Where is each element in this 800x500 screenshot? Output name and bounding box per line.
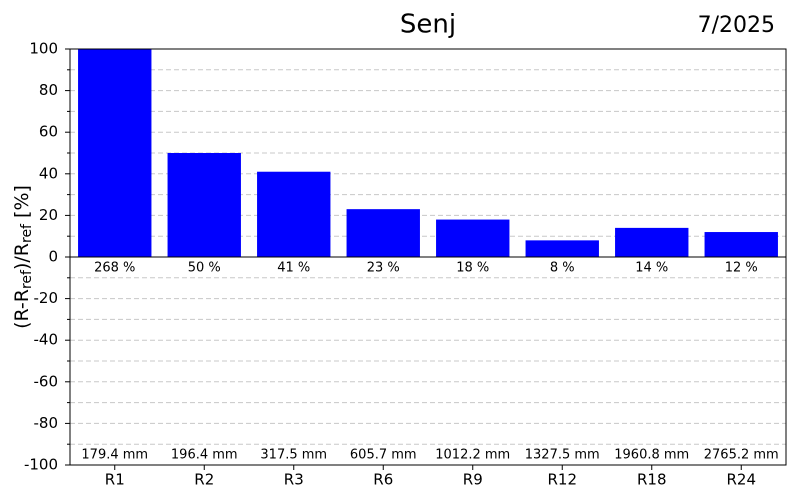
reference-label: 1960.8 mm [614, 448, 689, 463]
chart-title: Senj [400, 10, 456, 40]
y-tick-label: -40 [34, 331, 59, 349]
y-tick-label: -80 [34, 414, 59, 432]
x-tick-label: R6 [373, 471, 393, 489]
foreground: -100 -80 -60 -40 -20 0 20 40 60 80 100 R1 268 % 179.4… [24, 40, 787, 489]
value-label: 50 % [188, 261, 221, 276]
y-tick-label: -60 [34, 372, 59, 390]
value-label: 18 % [456, 261, 489, 276]
bar [436, 219, 510, 257]
y-tick-label: 20 [39, 206, 58, 224]
value-label: 12 % [725, 261, 758, 276]
reference-label: 196.4 mm [171, 448, 238, 463]
reference-label: 317.5 mm [260, 448, 327, 463]
x-tick-label: R9 [463, 471, 483, 489]
x-tick-label: R12 [547, 471, 577, 489]
reference-label: 179.4 mm [81, 448, 148, 463]
value-label: 8 % [550, 261, 575, 276]
y-label-part: [%] [11, 185, 33, 224]
y-tick-label: 0 [48, 248, 58, 266]
x-tick-label: R3 [284, 471, 304, 489]
y-label-sub: ref [19, 223, 35, 243]
reference-label: 2765.2 mm [704, 448, 779, 463]
bar [704, 232, 778, 257]
bar [346, 209, 420, 257]
y-tick-label: 40 [39, 164, 58, 182]
bar [167, 153, 241, 257]
bar [615, 227, 689, 257]
bar [525, 240, 599, 257]
value-label: 268 % [94, 261, 135, 276]
y-tick-label: 80 [39, 81, 58, 99]
bars [78, 49, 778, 257]
value-label: 41 % [277, 261, 310, 276]
y-label-sub: ref [19, 269, 35, 289]
plot-frame [69, 48, 787, 466]
y-label-part: (R-R [11, 289, 33, 329]
reference-label: 605.7 mm [350, 448, 417, 463]
y-tick-label: -100 [24, 456, 58, 474]
y-tick-label: 100 [29, 40, 58, 58]
y-tick-label: 60 [39, 123, 58, 141]
value-label: 23 % [367, 261, 400, 276]
x-tick-label: R18 [637, 471, 667, 489]
y-axis-label: (R-Rref)/Rref [%] [11, 185, 36, 329]
bar [257, 171, 331, 257]
bar [78, 49, 152, 257]
y-label-part: )/R [11, 243, 33, 270]
x-tick-label: R1 [105, 471, 125, 489]
y-tick-label: -20 [34, 289, 59, 307]
x-tick-label: R2 [194, 471, 214, 489]
grid [70, 48, 786, 466]
reference-label: 1012.2 mm [435, 448, 510, 463]
value-label: 14 % [635, 261, 668, 276]
chart-date: 7/2025 [698, 13, 775, 38]
reference-label: 1327.5 mm [525, 448, 600, 463]
x-tick-label: R24 [726, 471, 756, 489]
